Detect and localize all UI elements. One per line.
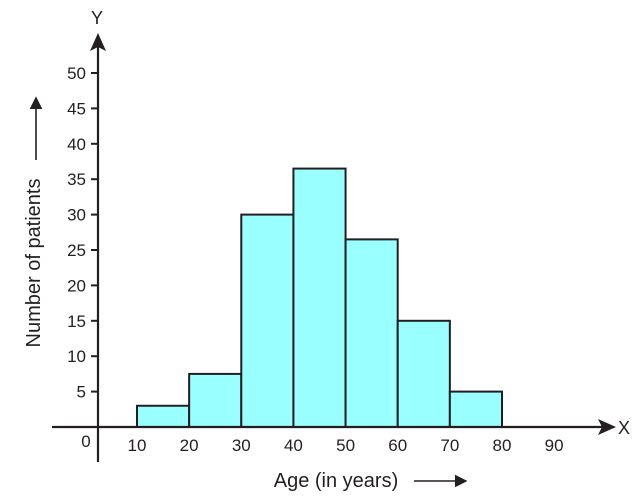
x-tick-label: 90 [545, 436, 564, 455]
y-tick-label: 35 [67, 170, 86, 189]
x-axis-letter: X [618, 418, 630, 438]
axis-ticks: 5 10 15 20 25 30 35 40 45 50 10 20 30 40 50 60 70 80 90 [67, 64, 564, 455]
histogram-bar-10-20 [136, 404, 191, 429]
histogram-bar-30-40 [240, 213, 295, 428]
histogram-bar-50-60 [344, 238, 399, 428]
y-axis-arrowhead [90, 33, 106, 51]
y-tick-label: 5 [77, 383, 86, 402]
bars [136, 167, 504, 429]
x-axis-arrowhead [598, 419, 616, 435]
y-axis-letter: Y [91, 8, 103, 28]
x-tick-label: 40 [284, 436, 303, 455]
y-tick-label: 40 [67, 135, 86, 154]
y-tick-label: 45 [67, 99, 86, 118]
y-tick-label: 50 [67, 64, 86, 83]
y-tick-label: 10 [67, 347, 86, 366]
x-tick-label: 20 [180, 436, 199, 455]
x-axis-title: Age (in years) [274, 470, 399, 492]
histogram-bar-70-80 [448, 390, 504, 429]
x-tick-label: 80 [493, 436, 512, 455]
y-axis-title: Number of patients [23, 179, 45, 348]
histogram-bar-20-30 [188, 372, 243, 428]
x-tick-label: 30 [232, 436, 251, 455]
y-tick-label: 30 [67, 206, 86, 225]
y-tick-label: 25 [67, 241, 86, 260]
x-tick-label: 70 [440, 436, 459, 455]
histogram-bar-60-70 [396, 319, 451, 428]
histogram-bar-40-50 [292, 167, 347, 429]
y-tick-label: 20 [67, 276, 86, 295]
x-tick-label: 50 [336, 436, 355, 455]
y-tick-label: 15 [67, 312, 86, 331]
origin-label: 0 [81, 432, 90, 451]
x-tick-label: 60 [388, 436, 407, 455]
x-tick-label: 10 [128, 436, 147, 455]
